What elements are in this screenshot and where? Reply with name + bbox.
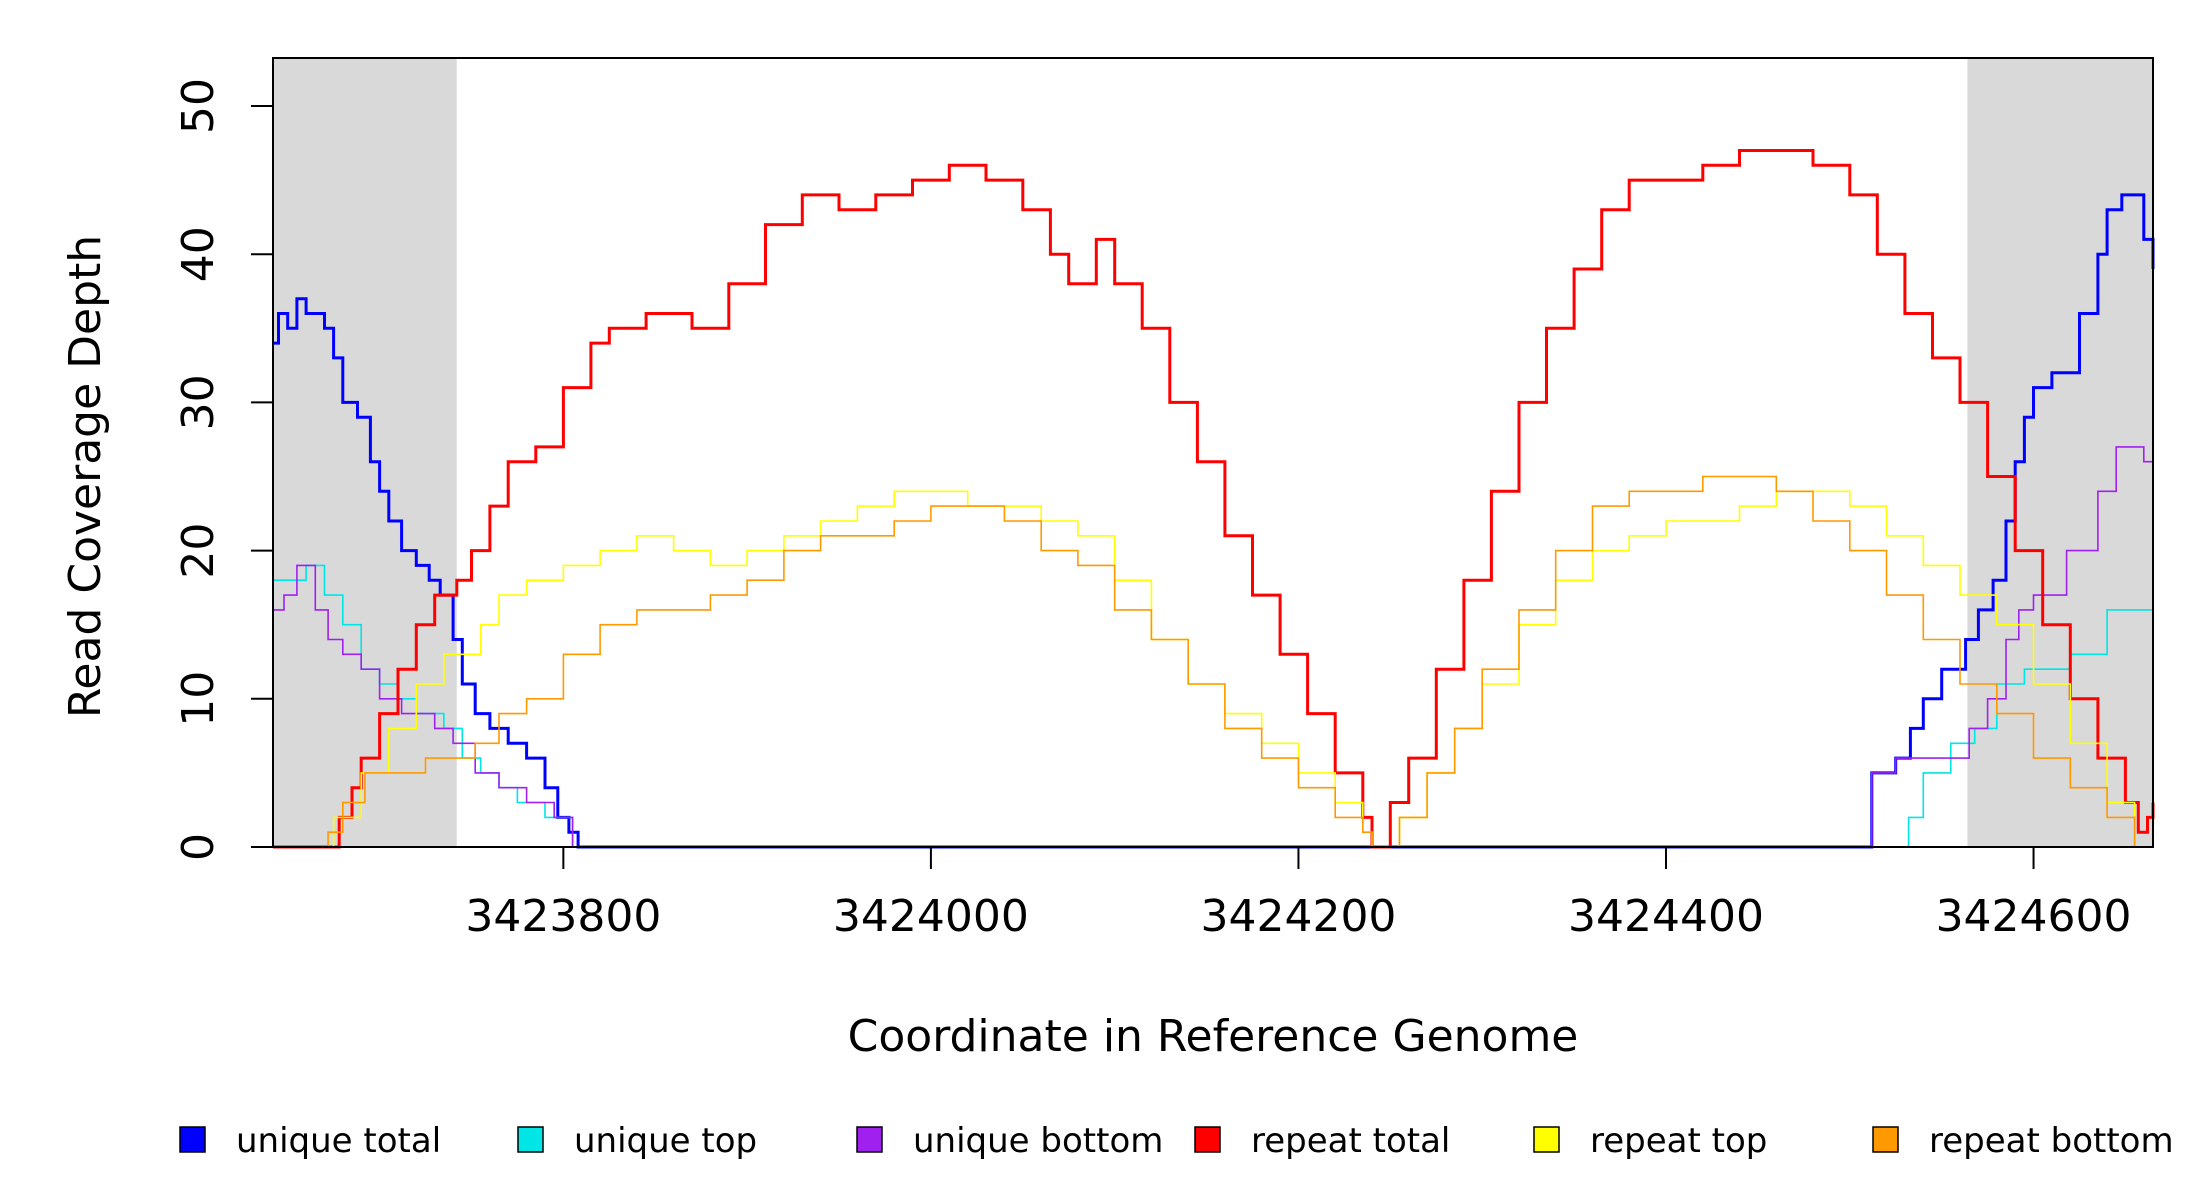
y-tick-label: 40 <box>173 226 224 282</box>
plot-frame <box>272 57 2154 848</box>
y-axis-title: Read Coverage Depth <box>60 235 111 718</box>
x-tick-label: 3424200 <box>1200 891 1396 942</box>
y-tick-label: 50 <box>173 78 224 134</box>
shaded-flank-regions <box>273 58 2153 847</box>
x-axis: 3423800 3424000 3424200 3424400 3424600 <box>465 846 2132 942</box>
legend-label: repeat total <box>1251 1121 1450 1161</box>
shaded-region-1 <box>1967 58 2153 847</box>
legend-swatch <box>517 1126 544 1153</box>
legend-label: unique total <box>236 1121 441 1161</box>
series-repeat-total <box>273 149 2155 849</box>
legend: unique total unique top unique bottom repea… <box>179 1121 2174 1161</box>
series-unique-bottom <box>273 446 2154 848</box>
shaded-region-0 <box>273 58 457 847</box>
legend-swatch <box>1533 1126 1560 1153</box>
x-tick-label: 3424400 <box>1568 891 1764 942</box>
y-axis: 0 10 20 30 40 50 <box>173 78 274 861</box>
legend-swatch <box>1194 1126 1221 1153</box>
x-tick-label: 3424000 <box>833 891 1029 942</box>
series-repeat-bottom <box>273 475 2154 848</box>
x-tick-label: 3424600 <box>1936 891 2132 942</box>
legend-swatch <box>179 1126 206 1153</box>
legend-label: repeat bottom <box>1929 1121 2174 1161</box>
y-tick-label: 20 <box>173 523 224 579</box>
y-tick-label: 0 <box>173 833 224 861</box>
legend-label: unique bottom <box>913 1121 1163 1161</box>
x-tick-label: 3423800 <box>465 891 661 942</box>
legend-swatch <box>1872 1126 1899 1153</box>
legend-swatch <box>856 1126 883 1153</box>
series-lines <box>273 149 2155 849</box>
y-tick-label: 30 <box>173 374 224 430</box>
series-unique-total <box>273 193 2155 849</box>
legend-label: unique top <box>574 1121 757 1161</box>
y-tick-label: 10 <box>173 671 224 727</box>
x-axis-title: Coordinate in Reference Genome <box>848 1011 1579 1062</box>
legend-label: repeat top <box>1590 1121 1767 1161</box>
